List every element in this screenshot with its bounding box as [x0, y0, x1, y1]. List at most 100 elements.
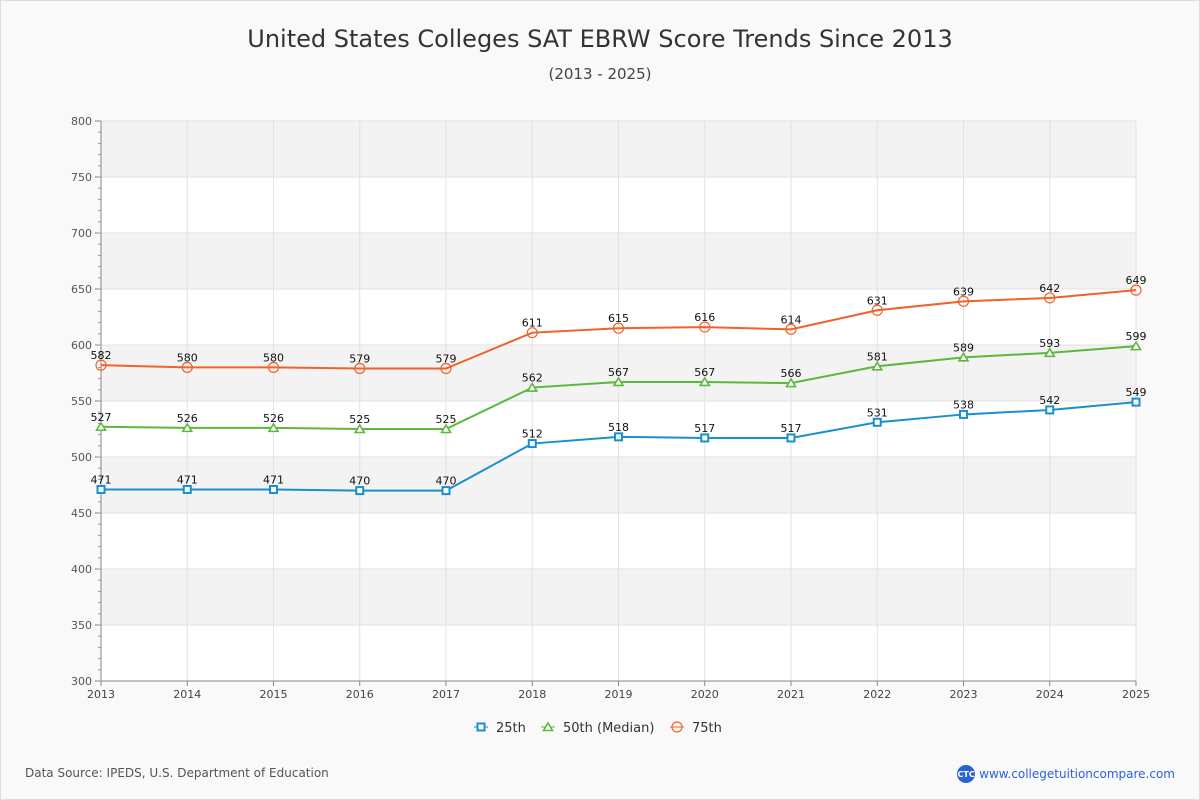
data-label: 471	[177, 473, 198, 486]
data-point	[441, 486, 451, 496]
data-label: 642	[1039, 282, 1060, 295]
x-tick-label: 2013	[87, 688, 115, 701]
data-point	[872, 417, 882, 427]
data-point	[1131, 397, 1141, 407]
x-tick-label: 2025	[1122, 688, 1150, 701]
data-point	[181, 361, 193, 373]
x-tick-label: 2019	[605, 688, 633, 701]
data-label: 611	[522, 317, 543, 330]
data-label: 579	[349, 353, 370, 366]
x-tick-label: 2014	[173, 688, 201, 701]
data-point	[1130, 340, 1142, 351]
chart-subtitle: (2013 - 2025)	[548, 65, 652, 83]
series-line-2	[100, 289, 1137, 370]
chart-title: United States Colleges SAT EBRW Score Tr…	[247, 25, 953, 53]
website-url[interactable]: www.collegetuitioncompare.com	[979, 767, 1175, 781]
x-tick-label: 2017	[432, 688, 460, 701]
data-label: 538	[953, 398, 974, 411]
y-tick-label: 650	[71, 283, 92, 296]
x-tick-label: 2015	[260, 688, 288, 701]
data-point	[181, 422, 194, 433]
data-label: 649	[1126, 274, 1147, 287]
data-label: 517	[694, 422, 715, 435]
data-label: 470	[436, 475, 457, 488]
x-tick-label: 2018	[518, 688, 546, 701]
y-tick-label: 300	[71, 675, 92, 688]
data-point	[267, 361, 280, 373]
data-label: 512	[522, 428, 543, 441]
x-tick-label: 2021	[777, 688, 805, 701]
data-label: 526	[177, 412, 198, 425]
data-point	[1043, 347, 1056, 358]
x-tick-label: 2024	[1036, 688, 1064, 701]
legend-marker-icon	[542, 721, 554, 732]
data-source: Data Source: IPEDS, U.S. Department of E…	[25, 766, 329, 780]
data-point	[959, 409, 968, 419]
data-label: 470	[349, 475, 370, 488]
data-label: 526	[263, 412, 284, 425]
website-link[interactable]: CTC www.collegetuitioncompare.com	[957, 765, 1175, 783]
legend-label: 75th	[692, 721, 722, 736]
y-tick-label: 350	[71, 619, 92, 632]
y-tick-label: 750	[71, 171, 92, 184]
y-tick-label: 400	[71, 563, 92, 576]
data-label: 471	[91, 473, 112, 486]
data-label: 567	[608, 366, 629, 379]
data-label: 527	[91, 411, 112, 424]
data-point	[785, 323, 797, 335]
x-tick-label: 2022	[863, 688, 891, 701]
data-point	[1044, 292, 1056, 304]
data-label: 525	[436, 413, 457, 426]
data-label: 562	[522, 372, 543, 385]
legend-marker-icon	[476, 722, 486, 732]
data-point	[1045, 405, 1055, 415]
legend-label: 50th (Median)	[563, 721, 654, 736]
data-point	[269, 484, 278, 494]
data-label: 579	[436, 353, 457, 366]
data-point	[96, 484, 106, 494]
data-label: 517	[781, 422, 802, 435]
y-tick-label: 550	[71, 395, 92, 408]
data-label: 580	[263, 351, 284, 364]
data-label: 580	[177, 351, 198, 364]
data-point	[612, 376, 625, 387]
x-tick-label: 2016	[346, 688, 374, 701]
data-point	[614, 432, 623, 442]
data-label: 525	[349, 413, 370, 426]
data-label: 531	[867, 406, 888, 419]
data-point	[871, 304, 883, 316]
data-point	[267, 422, 280, 433]
y-tick-label: 800	[71, 115, 92, 128]
legend-label: 25th	[496, 721, 526, 736]
data-label: 616	[694, 311, 715, 324]
data-point	[786, 433, 796, 443]
data-label: 599	[1126, 330, 1147, 343]
data-label: 582	[91, 349, 112, 362]
data-label: 581	[867, 350, 888, 363]
data-point	[698, 376, 711, 387]
data-point	[957, 295, 970, 307]
data-label: 549	[1126, 386, 1147, 399]
data-point	[700, 433, 710, 443]
data-label: 615	[608, 312, 629, 325]
data-point	[785, 377, 797, 388]
legend-marker-icon	[671, 721, 683, 733]
data-label: 593	[1039, 337, 1060, 350]
y-tick-label: 500	[71, 451, 92, 464]
data-label: 614	[781, 313, 802, 326]
y-tick-label: 600	[71, 339, 92, 352]
data-point	[699, 321, 711, 333]
ctc-logo-icon: CTC	[957, 765, 976, 783]
data-label: 589	[953, 341, 974, 354]
data-point	[440, 362, 452, 375]
data-point	[355, 486, 365, 496]
x-tick-label: 2023	[950, 688, 978, 701]
data-point	[354, 362, 366, 375]
data-point	[353, 423, 366, 434]
data-label: 567	[694, 366, 715, 379]
y-tick-label: 700	[71, 227, 92, 240]
data-label: 542	[1039, 394, 1060, 407]
data-point	[612, 322, 625, 334]
data-label: 566	[781, 367, 802, 380]
